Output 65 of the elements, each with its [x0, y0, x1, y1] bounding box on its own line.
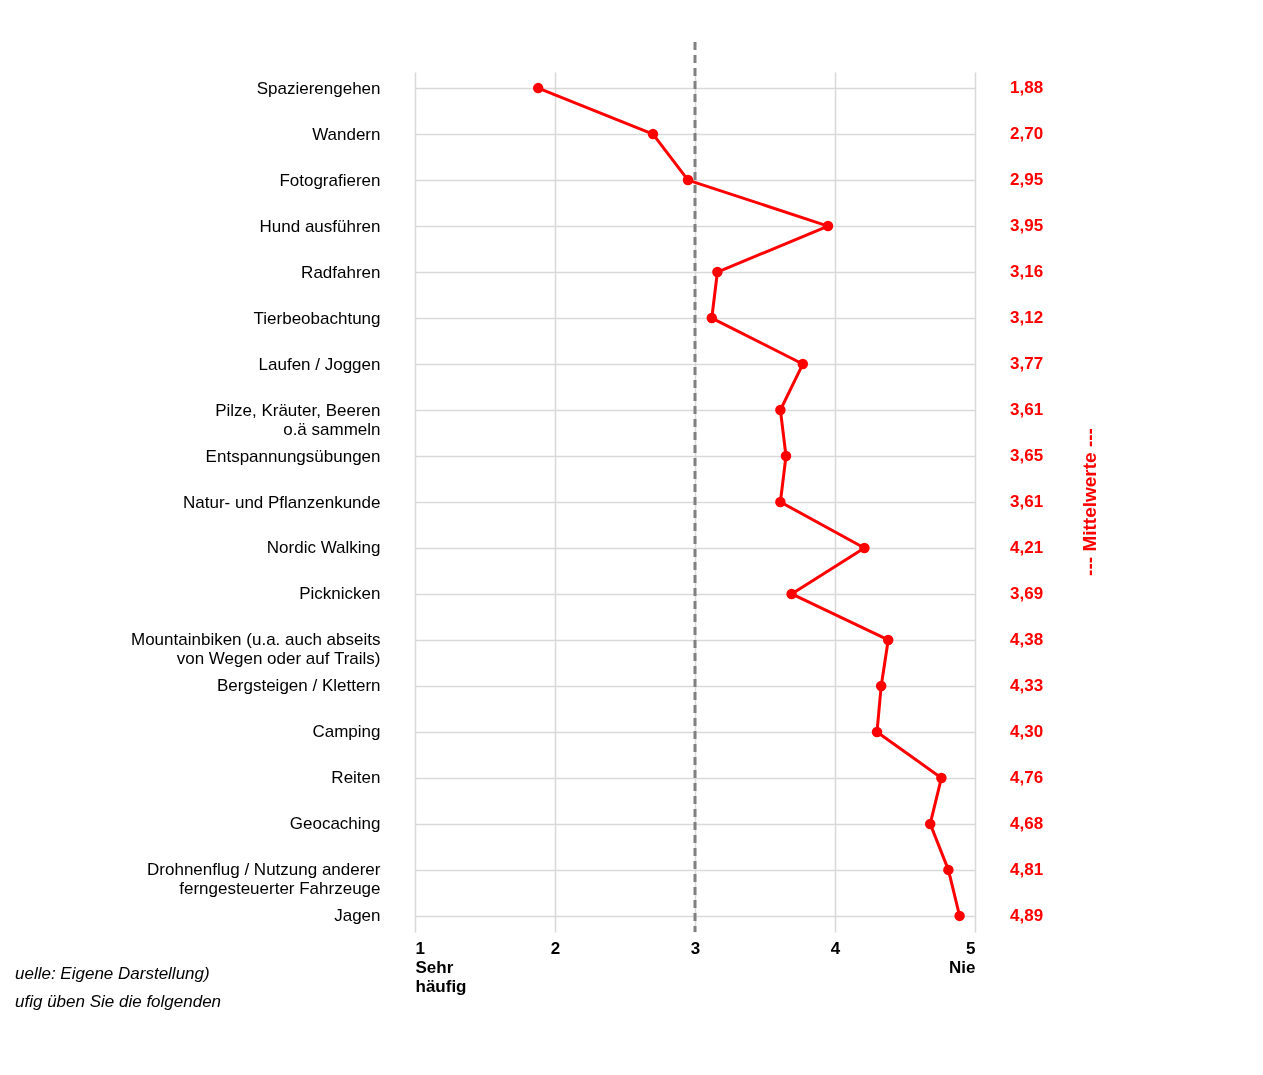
y-tick-label: Nordic Walking [266, 538, 381, 558]
y-tick-label: Camping [312, 722, 381, 742]
point [875, 680, 887, 692]
text: 4,81 [1010, 859, 1044, 879]
point [924, 818, 936, 830]
y-tick-label: Picknicken [299, 584, 381, 604]
point [943, 864, 954, 876]
point [682, 174, 694, 186]
text: uelle: Eigene Darstellung) [15, 964, 210, 983]
text: 1,88 [1010, 78, 1044, 98]
point [882, 634, 894, 646]
text: 4,68 [1010, 813, 1044, 833]
x-tick-label: 3 [690, 938, 701, 958]
text: 3,95 [1010, 216, 1044, 236]
text: 4,38 [1010, 629, 1044, 649]
point [532, 82, 544, 94]
x-tick-label: 2 [550, 938, 561, 958]
text: 3,65 [1010, 446, 1044, 466]
y-tick-label: Bergsteigen / Klettern [217, 676, 381, 696]
x-tick-label: 1 Sehr häufig [415, 938, 467, 996]
y-tick-label: Natur- und Pflanzenkunde [182, 492, 381, 512]
text: 3,69 [1010, 583, 1044, 603]
point [775, 496, 786, 508]
point [822, 220, 834, 232]
y-tick-label: Spazierengehen [256, 78, 381, 98]
y-tick-label: Hund ausführen [259, 216, 381, 236]
text: ufig üben Sie die folgenden [15, 992, 222, 1011]
y-tick-label: Drohnenflug / Nutzung anderer ferngesteuerter Fahrzeuge [147, 860, 381, 899]
point [775, 404, 786, 416]
point [647, 128, 659, 140]
y-tick-label: Geocaching [289, 814, 381, 834]
text: 4,76 [1010, 767, 1044, 787]
point [712, 266, 723, 278]
text: 3,61 [1010, 492, 1044, 511]
point [797, 358, 809, 370]
text: 3,12 [1010, 308, 1044, 328]
point [706, 312, 718, 324]
text: 2,95 [1010, 170, 1044, 190]
text: 4,33 [1010, 675, 1044, 695]
x-tick-label: 4 [830, 938, 841, 958]
text: 3,16 [1010, 262, 1044, 282]
y-tick-label: Tierbeobachtung [253, 308, 381, 328]
y-tick-label: Mountainbiken (u.a. auch abseits von Wegen oder auf Trails) [131, 630, 381, 669]
text: 4,30 [1010, 721, 1044, 741]
y-tick-label: Laufen / Joggen [258, 354, 381, 374]
text: 3,77 [1010, 354, 1044, 374]
y-tick-label: Reiten [331, 768, 381, 788]
point [859, 542, 870, 554]
point [954, 910, 965, 922]
point [871, 726, 883, 738]
y-tick-label: Wandern [312, 124, 381, 144]
y-tick-label: Jagen [334, 906, 381, 926]
text: --- Mittelwerte --- [1079, 428, 1100, 576]
point [936, 772, 947, 784]
y-tick-label: Entspannungsübungen [205, 446, 381, 466]
x-tick-label: 5 Nie [949, 938, 976, 977]
text: 2,70 [1010, 124, 1044, 144]
y-tick-label: Fotografieren [279, 170, 381, 190]
text: 3,61 [1010, 400, 1044, 420]
text: 4,89 [1010, 905, 1044, 925]
y-tick-label: Radfahren [301, 262, 381, 282]
text: 4,21 [1010, 537, 1044, 557]
point [780, 450, 792, 462]
y-tick-label: Pilze, Kräuter, Beeren o.ä sammeln [215, 400, 381, 439]
point [786, 588, 797, 600]
